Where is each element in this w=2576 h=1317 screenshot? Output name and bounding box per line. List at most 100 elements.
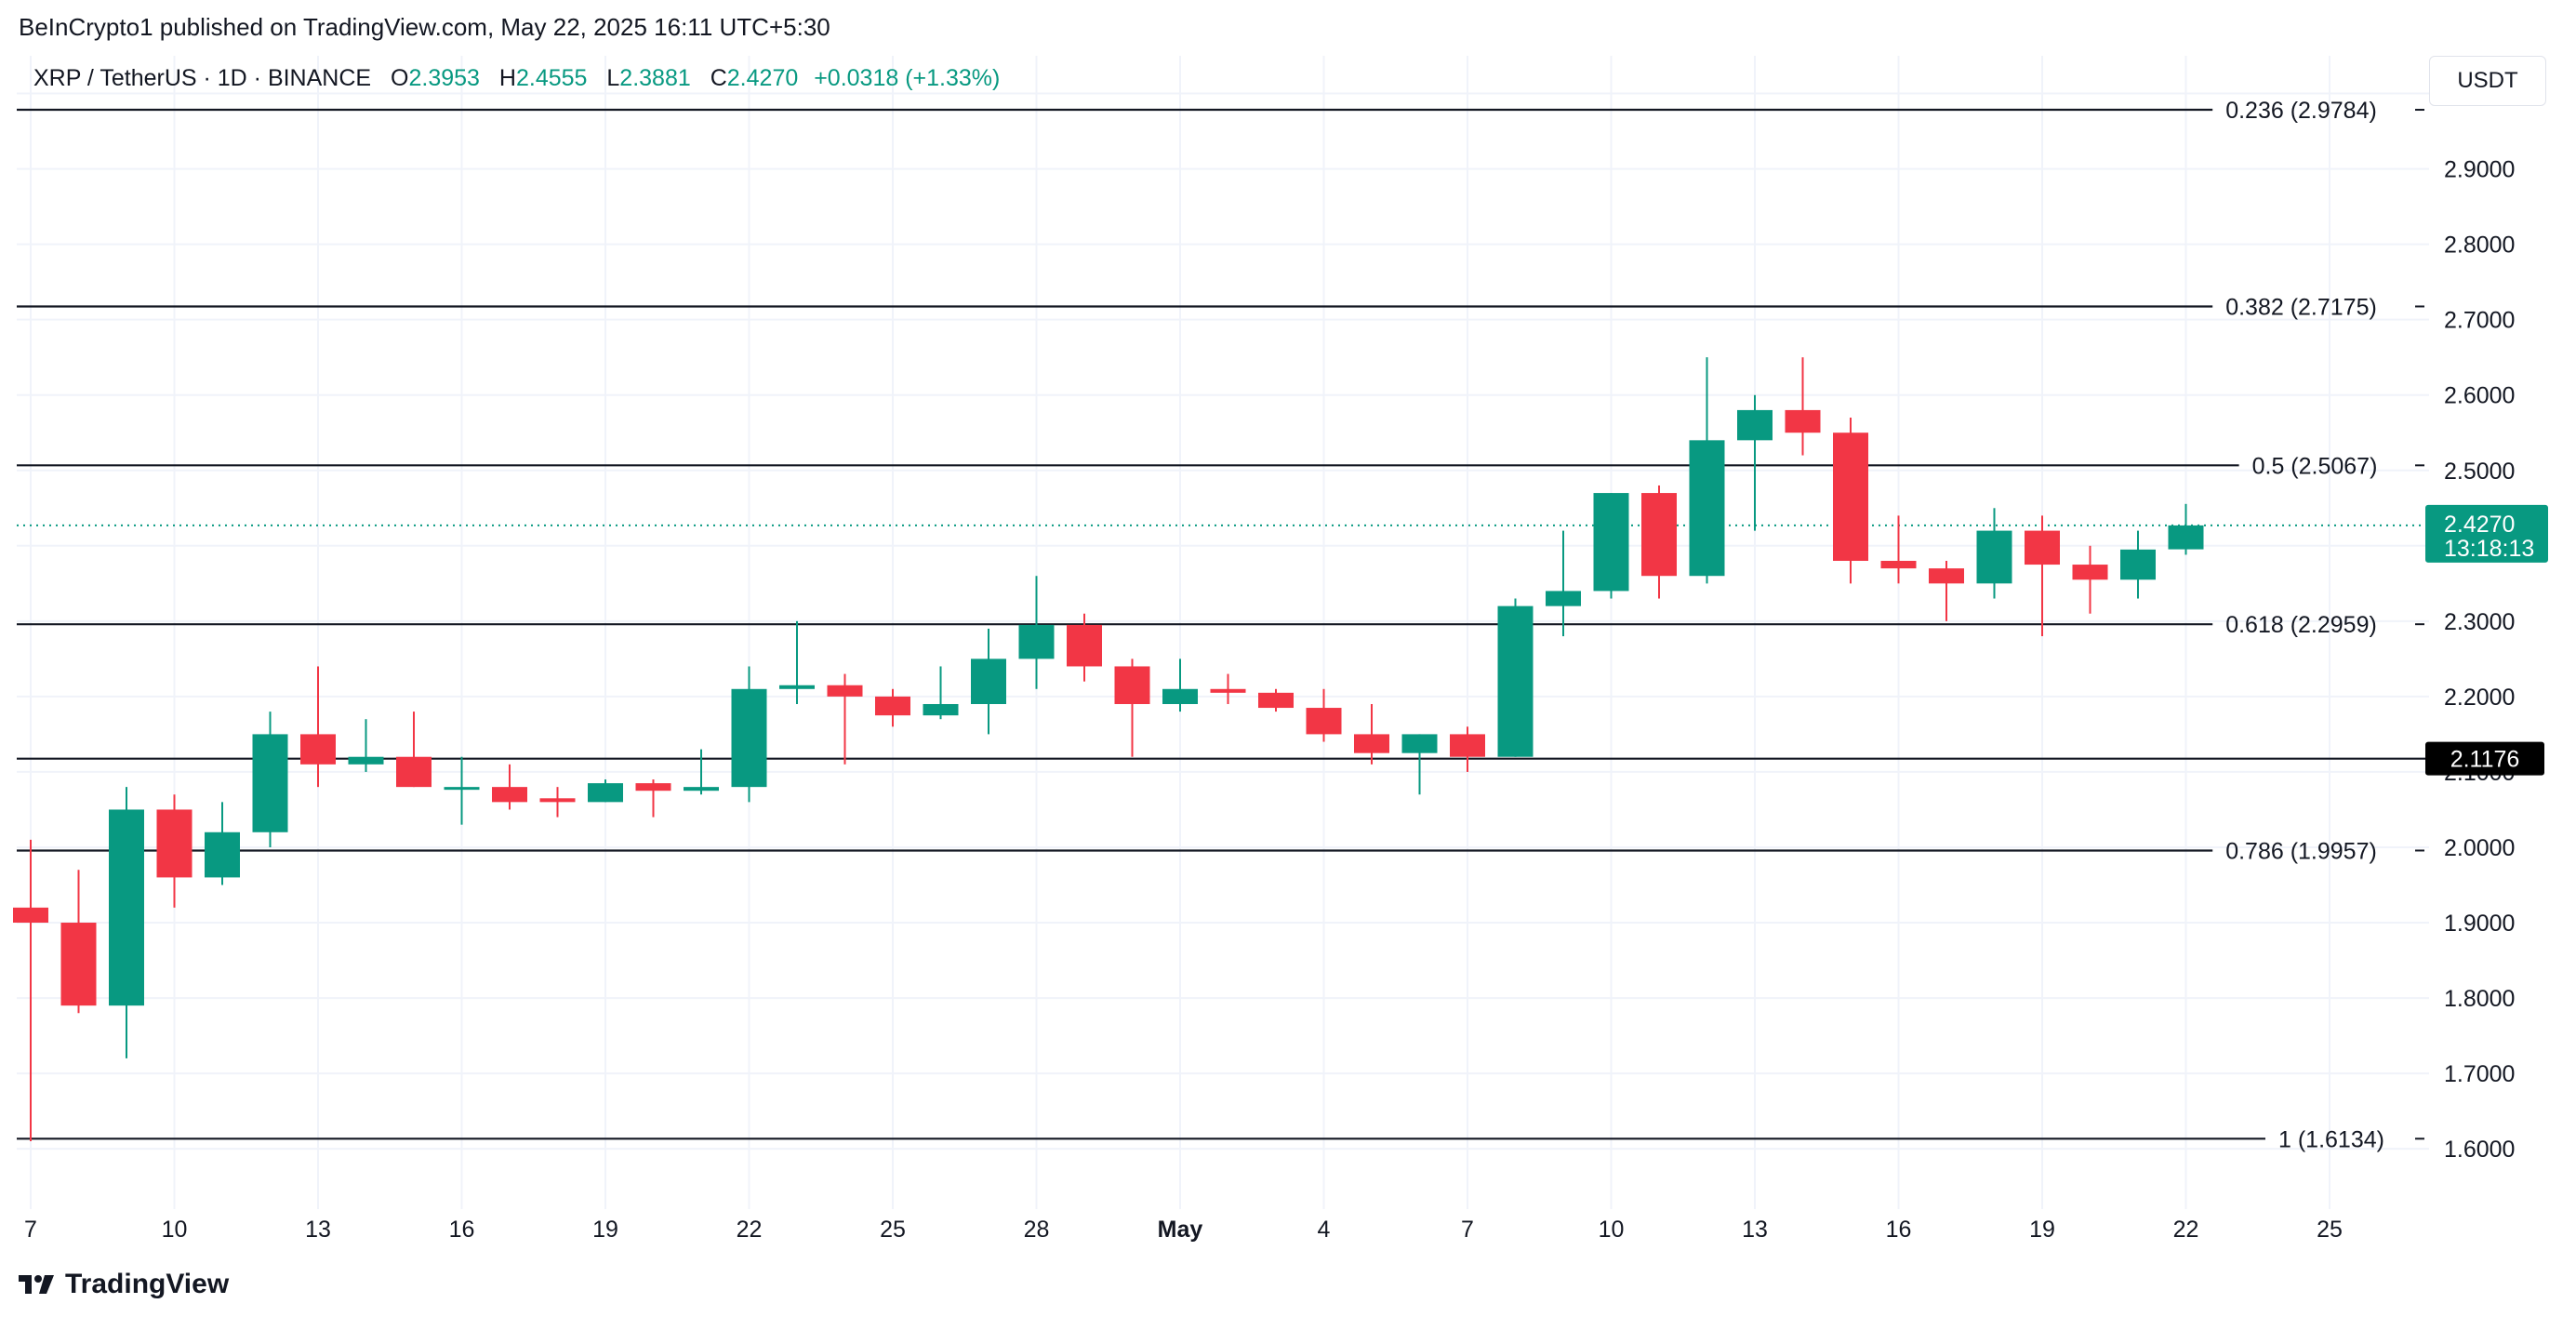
fib-level-label: 0.618 (2.2959) [2225,612,2377,638]
candle [779,620,815,704]
current-price-marker [2425,504,2548,563]
candle [1976,508,2012,599]
x-tick-label: 22 [737,1217,763,1243]
candle [444,756,480,825]
x-tick-label: 16 [1886,1217,1912,1243]
x-tick-label: 7 [24,1217,37,1243]
candle-body [1450,734,1485,757]
y-tick-label: 1.9000 [2444,911,2515,937]
candle-body [1880,561,1917,569]
candle [1018,576,1055,689]
candle-body [205,831,240,878]
candle-body [827,685,863,697]
symbol-title[interactable]: XRP / TetherUS · 1D · BINANCE [33,65,372,91]
high-value: 2.4555 [515,65,588,91]
candle-body [2120,549,2156,580]
candle-body [492,787,527,803]
candle [205,802,240,885]
y-tick-label: 2.3000 [2444,609,2515,635]
high-label: H [498,65,516,91]
x-tick-label: 25 [2317,1217,2343,1243]
candle [1785,357,1821,456]
close-value: 2.4270 [726,65,799,91]
candle-body [1929,568,1964,584]
fib-level-label: 0.382 (2.7175) [2225,294,2377,320]
candle-body [684,787,719,792]
candle [1114,658,1150,757]
x-tick-label: 10 [162,1217,188,1243]
y-tick-label: 1.7000 [2444,1061,2515,1087]
candle [109,787,144,1058]
y-tick-label: 1.8000 [2444,986,2515,1012]
x-tick-label: 16 [449,1217,475,1243]
candle [2072,545,2108,614]
candle [923,666,959,720]
x-tick-label: 13 [1742,1217,1768,1243]
symbol-header: XRP / TetherUS · 1D · BINANCE O2.3953 H2… [33,65,1000,92]
candle [300,666,336,788]
candle-body [2025,530,2060,565]
x-tick-label: 7 [1461,1217,1474,1243]
y-tick-label: 2.9000 [2444,157,2515,183]
candle-body [1833,432,1868,562]
y-tick-label: 2.0000 [2444,835,2515,861]
candle [684,749,719,795]
x-tick-label: 19 [592,1217,618,1243]
y-tick-label: 2.2000 [2444,685,2515,711]
candle-body [1641,493,1677,577]
candle [635,779,671,818]
x-tick-label: May [1158,1217,1203,1243]
currency-button[interactable]: USDT [2429,56,2546,106]
candle-body [348,756,384,765]
candle-body [1306,708,1342,735]
candle-body [1018,624,1055,659]
candle [13,839,48,1142]
candle [588,779,623,803]
candle-body [156,809,193,878]
current-price-label: 2.4270 [2444,512,2515,538]
close-label: C [710,65,727,91]
candle-body [252,734,288,832]
x-tick-label: 13 [305,1217,331,1243]
tradingview-brand[interactable]: TradingView [19,1269,229,1300]
candle-body [971,658,1006,704]
candle-body [1785,409,1821,433]
y-tick-label: 2.6000 [2444,383,2515,409]
candle [1306,688,1342,742]
candle-body [109,809,144,1006]
candle [875,688,910,727]
candle [1497,598,1534,757]
candle-body [1737,409,1773,441]
x-tick-label: 25 [880,1217,906,1243]
tradingview-logo-icon [19,1273,56,1296]
y-tick-label: 2.8000 [2444,233,2515,259]
candle [1929,561,1964,621]
candle [2025,515,2060,637]
candle [2120,530,2156,599]
candle-body [1258,692,1294,709]
brand-name: TradingView [65,1269,230,1299]
support-price-marker [2425,741,2544,776]
candle [1450,726,1485,772]
candle [60,870,97,1014]
low-value: 2.3881 [619,65,691,91]
candle-body [1210,688,1246,693]
candle [539,787,576,818]
candle [348,719,384,772]
x-tick-label: 28 [1024,1217,1050,1243]
fib-level-label: 0.786 (1.9957) [2225,838,2377,864]
candle-body [539,798,576,803]
candle [492,764,527,810]
publisher-line: BeInCrypto1 published on TradingView.com… [19,13,830,41]
candle-body [1162,688,1198,704]
candle-body [1976,530,2012,584]
candle-body [1354,734,1389,753]
support-price-marker-label: 2.1176 [2450,747,2520,773]
fib-level-label: 0.5 (2.5067) [2252,453,2378,479]
candle [1641,485,1677,599]
candle [1401,734,1438,795]
candle-body [1593,493,1629,592]
candle-body [1067,624,1102,667]
change-value: +0.0318 (+1.33%) [814,65,1001,91]
